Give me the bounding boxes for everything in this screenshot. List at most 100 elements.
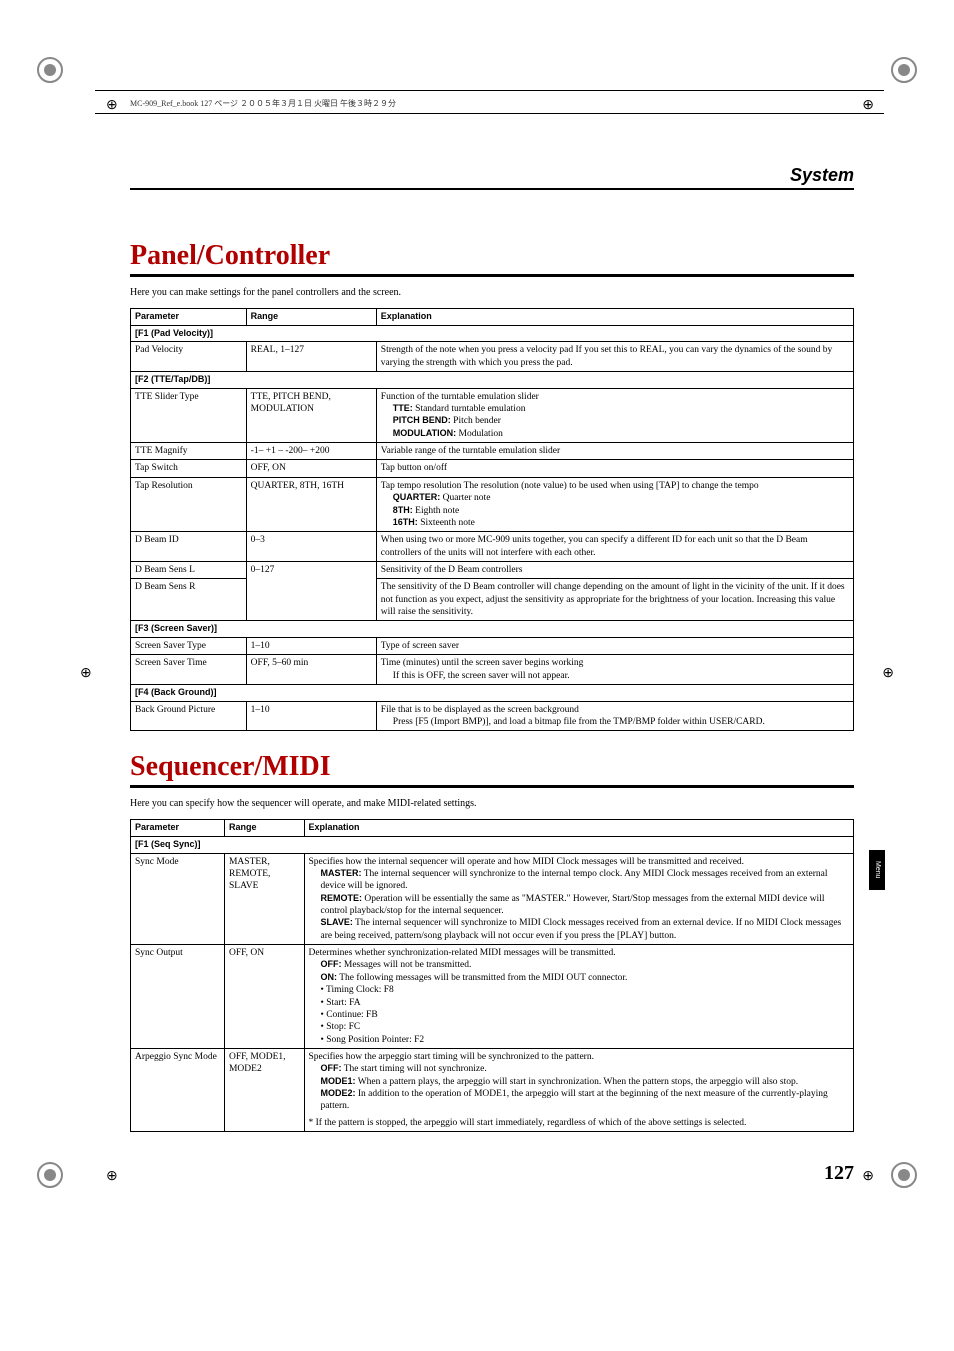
seq-intro: Here you can specify how the sequencer w… (130, 798, 854, 809)
th-parameter: Parameter (131, 309, 247, 326)
cell-range: OFF, ON (246, 460, 376, 477)
cell-param: Arpeggio Sync Mode (131, 1048, 225, 1131)
note-text: * If the pattern is stopped, the arpeggi… (309, 1117, 850, 1129)
bullet: • Continue: FB (309, 1009, 850, 1021)
cell-exp: The sensitivity of the D Beam controller… (376, 579, 853, 621)
label-8th: 8TH: (393, 505, 413, 515)
page-content: System Panel/Controller Here you can mak… (0, 0, 954, 1245)
val-q: Quarter note (440, 493, 490, 503)
cell-range: -1– +1 – -200– +200 (246, 443, 376, 460)
page-number: 127 (130, 1162, 854, 1185)
th-explanation: Explanation (304, 820, 854, 837)
label-tte: TTE: (393, 403, 413, 413)
label-q: QUARTER: (393, 492, 441, 502)
title-rule (130, 785, 854, 788)
val-mod: Modulation (456, 429, 503, 439)
cell-param: Tap Resolution (131, 477, 247, 531)
th-parameter: Parameter (131, 820, 225, 837)
cell-param: Tap Switch (131, 460, 247, 477)
val-mode2: In addition to the operation of MODE1, t… (321, 1089, 828, 1111)
cell-range: MASTER, REMOTE, SLAVE (224, 853, 304, 944)
th-range: Range (224, 820, 304, 837)
panel-intro: Here you can make settings for the panel… (130, 287, 854, 298)
val-slave: The internal sequencer will synchronize … (321, 918, 842, 940)
cell-exp: Type of screen saver (376, 637, 853, 654)
cell-exp: Function of the turntable emulation slid… (376, 388, 853, 442)
th-range: Range (246, 309, 376, 326)
val-mode1: When a pattern plays, the arpeggio will … (356, 1077, 799, 1087)
section-f1-seq: [F1 (Seq Sync)] (131, 837, 854, 854)
label-slave: SLAVE: (321, 917, 353, 927)
exp-text: Specifies how the arpeggio start timing … (309, 1052, 594, 1062)
bullet: • Start: FA (309, 997, 850, 1009)
cell-range: 1–10 (246, 701, 376, 731)
panel-parameter-table: Parameter Range Explanation [F1 (Pad Vel… (130, 308, 854, 731)
cell-exp: File that is to be displayed as the scre… (376, 701, 853, 731)
title-sequencer-midi: Sequencer/MIDI (130, 751, 854, 783)
cell-range: 1–10 (246, 637, 376, 654)
section-f3: [F3 (Screen Saver)] (131, 621, 854, 638)
cell-param: D Beam Sens L (131, 561, 247, 578)
cell-range: QUARTER, 8TH, 16TH (246, 477, 376, 531)
val-master: The internal sequencer will synchronize … (321, 869, 828, 891)
cell-range: 0–127 (246, 561, 376, 620)
exp-note: If this is OFF, the screen saver will no… (381, 670, 849, 682)
cell-range: OFF, MODE1, MODE2 (224, 1048, 304, 1131)
val-16th: Sixteenth note (418, 518, 475, 528)
label-master: MASTER: (321, 868, 362, 878)
cell-exp: Specifies how the arpeggio start timing … (304, 1048, 854, 1131)
cell-param: Sync Mode (131, 853, 225, 944)
cell-param: Screen Saver Time (131, 655, 247, 685)
section-f1: [F1 (Pad Velocity)] (131, 325, 854, 342)
exp-text: Determines whether synchronization-relat… (309, 948, 616, 958)
cell-range: OFF, 5–60 min (246, 655, 376, 685)
cell-param: D Beam ID (131, 532, 247, 562)
cell-param: D Beam Sens R (131, 579, 247, 621)
title-panel-controller: Panel/Controller (130, 240, 854, 272)
cell-exp: Strength of the note when you press a ve… (376, 342, 853, 372)
label-off: OFF: (321, 959, 342, 969)
exp-note: Press [F5 (Import BMP)], and load a bitm… (381, 716, 849, 728)
cell-exp: Tap tempo resolution The resolution (not… (376, 477, 853, 531)
label-mod: MODULATION: (393, 428, 456, 438)
label-mode1: MODE1: (321, 1076, 356, 1086)
val-on: The following messages will be transmitt… (337, 973, 627, 983)
cell-param: Back Ground Picture (131, 701, 247, 731)
bullet: • Stop: FC (309, 1021, 850, 1033)
exp-text: Tap tempo resolution The resolution (not… (381, 481, 759, 491)
cell-param: TTE Magnify (131, 443, 247, 460)
label-mode2: MODE2: (321, 1088, 356, 1098)
exp-text: Specifies how the internal sequencer wil… (309, 857, 745, 867)
cell-exp: Sensitivity of the D Beam controllers (376, 561, 853, 578)
cell-param: Pad Velocity (131, 342, 247, 372)
bullet: • Timing Clock: F8 (309, 984, 850, 996)
val-remote: Operation will be essentially the same a… (321, 894, 825, 916)
cell-range: TTE, PITCH BEND, MODULATION (246, 388, 376, 442)
exp-text: Time (minutes) until the screen saver be… (381, 658, 584, 668)
section-f4: [F4 (Back Ground)] (131, 684, 854, 701)
val-8th: Eighth note (413, 506, 459, 516)
val-off: Messages will not be transmitted. (342, 960, 472, 970)
cell-param: Screen Saver Type (131, 637, 247, 654)
label-off: OFF: (321, 1063, 342, 1073)
val-off: The start timing will not synchronize. (342, 1064, 487, 1074)
label-on: ON: (321, 972, 338, 982)
th-explanation: Explanation (376, 309, 853, 326)
cell-range: 0–3 (246, 532, 376, 562)
cell-exp: Tap button on/off (376, 460, 853, 477)
val-pb: Pitch bender (451, 416, 501, 426)
cell-exp: Variable range of the turntable emulatio… (376, 443, 853, 460)
bullet: • Song Position Pointer: F2 (309, 1034, 850, 1046)
cell-exp: Time (minutes) until the screen saver be… (376, 655, 853, 685)
seq-parameter-table: Parameter Range Explanation [F1 (Seq Syn… (130, 819, 854, 1132)
label-remote: REMOTE: (321, 893, 363, 903)
cell-exp: When using two or more MC-909 units toge… (376, 532, 853, 562)
title-rule (130, 274, 854, 277)
val-tte: Standard turntable emulation (413, 404, 526, 414)
cell-range: REAL, 1–127 (246, 342, 376, 372)
cell-range: OFF, ON (224, 945, 304, 1049)
section-header-system: System (130, 165, 854, 190)
label-16th: 16TH: (393, 517, 418, 527)
exp-text: File that is to be displayed as the scre… (381, 705, 579, 715)
cell-exp: Determines whether synchronization-relat… (304, 945, 854, 1049)
